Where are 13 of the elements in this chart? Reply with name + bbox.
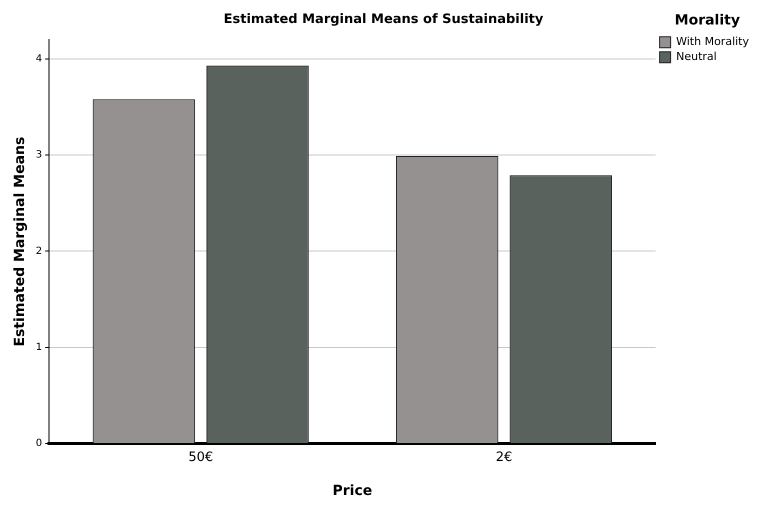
legend-title: Morality: [674, 12, 740, 29]
legend-label: With Morality: [676, 35, 750, 48]
x-tick-label: 2€: [496, 450, 512, 465]
y-tick-label: 3: [36, 150, 42, 161]
y-tick-label: 1: [36, 342, 42, 354]
chart-title: Estimated Marginal Means of Sustainability: [224, 12, 544, 28]
y-tick-label: 2: [36, 246, 42, 257]
y-tick-label: 0: [36, 438, 42, 450]
y-tick-label: 4: [36, 53, 42, 64]
y-axis-title: Estimated Marginal Means: [12, 136, 28, 347]
x-axis-title: Price: [332, 483, 372, 500]
x-tick-label: 50€: [188, 450, 214, 465]
legend-label: Neutral: [676, 50, 717, 64]
